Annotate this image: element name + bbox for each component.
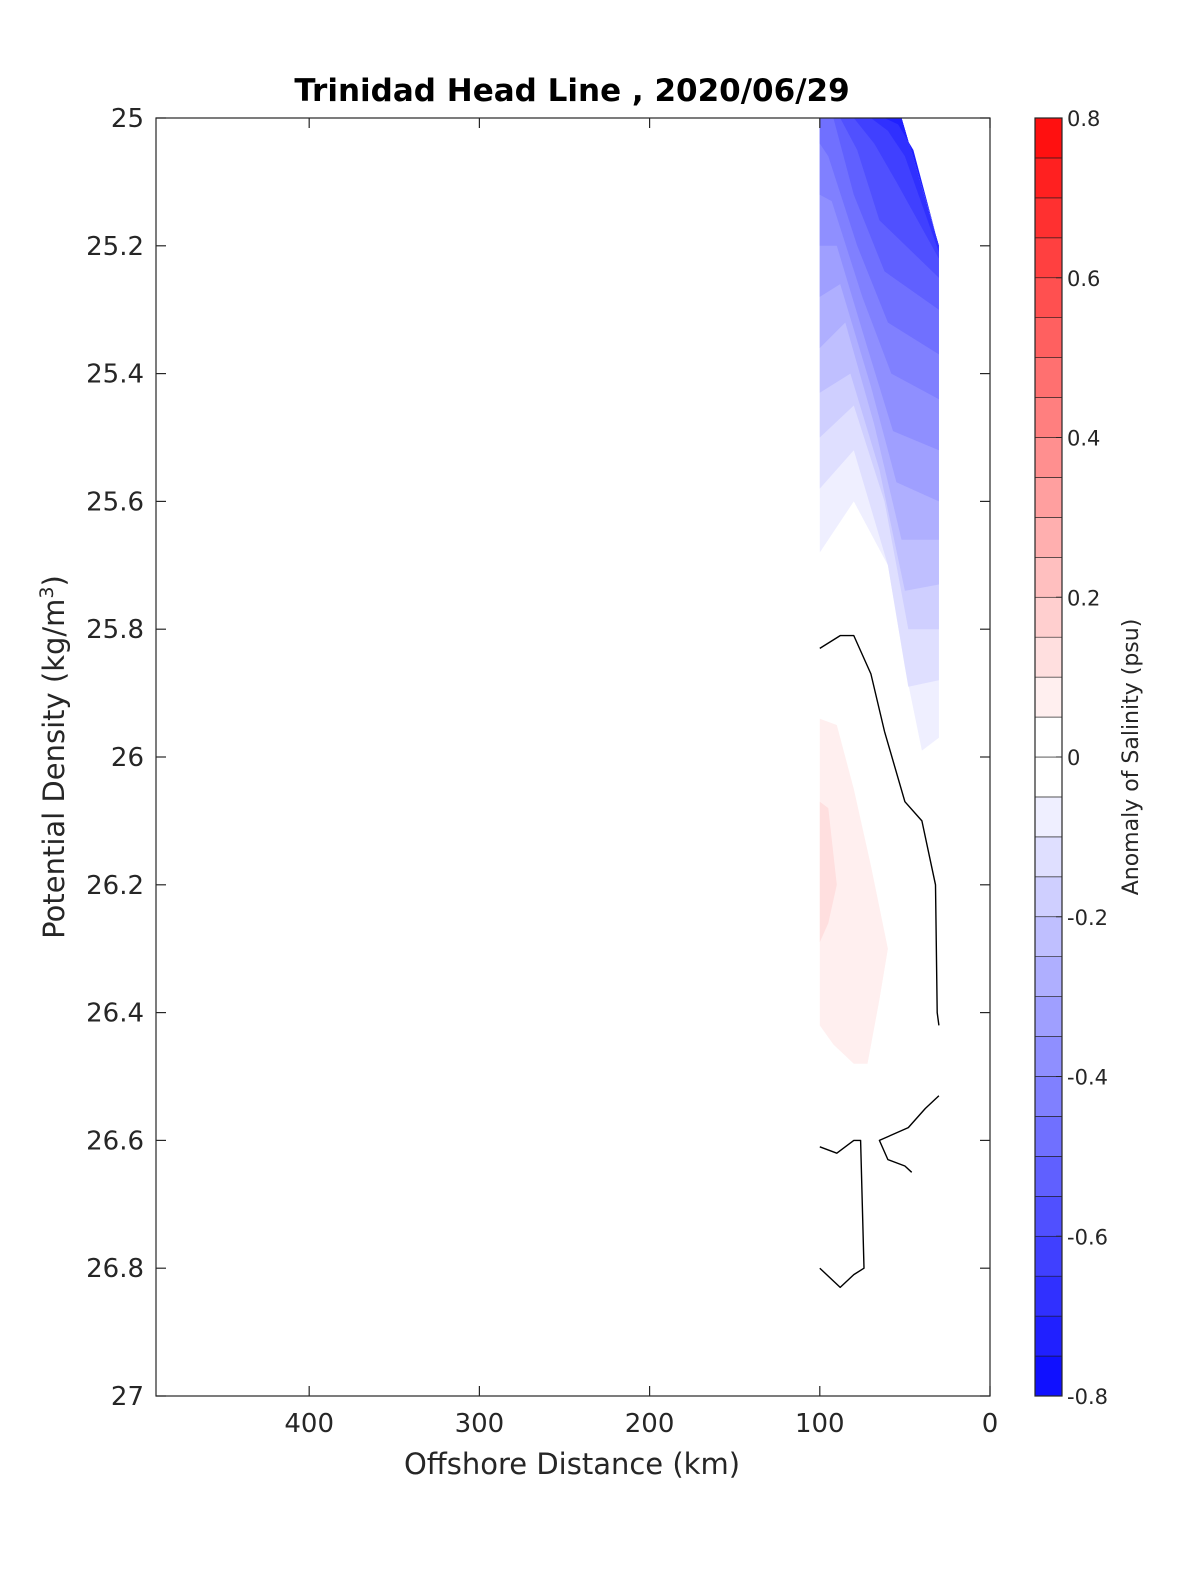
x-tick-label: 0 <box>982 1409 999 1439</box>
y-tick-label: 25 <box>111 104 144 134</box>
x-tick-label: 400 <box>284 1409 334 1439</box>
colorbar-segment <box>1034 357 1063 398</box>
y-tick-label: 27 <box>111 1382 144 1412</box>
colorbar-segment <box>1034 596 1063 638</box>
contour-fill-region <box>819 718 888 1064</box>
y-axis-label-prefix: Potential Density (kg/m <box>37 599 71 939</box>
y-axis-label-superscript: 3 <box>36 586 58 598</box>
colorbar-segment <box>1034 1196 1063 1237</box>
colorbar-segment <box>1034 477 1063 518</box>
y-tick-label: 25.4 <box>86 360 144 390</box>
colorbar-segment <box>1034 636 1063 678</box>
y-axis: 25 25.2 25.4 25.6 25.8 26 26.2 26.4 26.6 26.8 27 <box>86 104 990 1412</box>
colorbar-segment <box>1034 1315 1063 1357</box>
colorbar-segment <box>1034 237 1063 279</box>
colorbar-frame <box>1034 117 1063 1397</box>
colorbar-label: Anomaly of Salinity (psu) <box>1119 619 1144 896</box>
colorbar-segment <box>1034 1275 1063 1317</box>
colorbar-tick-label: -0.2 <box>1067 906 1108 930</box>
x-axis-label: Offshore Distance (km) <box>404 1447 740 1481</box>
colorbar-axis: 0.8 0.6 0.4 0.2 0 -0.2 -0.4 -0.6 -0.8 <box>1056 107 1108 1409</box>
colorbar-segment <box>1034 317 1063 358</box>
y-tick-label: 26.2 <box>86 871 144 901</box>
y-tick-label: 26.4 <box>86 999 144 1029</box>
colorbar-segment <box>1034 117 1063 159</box>
zero-contour-line <box>819 634 940 1026</box>
zero-contour-layer <box>819 634 940 1289</box>
colorbar-segment <box>1034 557 1063 598</box>
x-tick-label: 100 <box>795 1409 845 1439</box>
colorbar-segment <box>1034 876 1063 918</box>
zero-contour-line <box>878 1095 940 1173</box>
colorbar-segment <box>1034 916 1063 957</box>
zero-contour-line <box>819 1139 865 1289</box>
colorbar-tick-label: 0.8 <box>1067 107 1100 131</box>
colorbar-segment <box>1034 676 1063 718</box>
y-tick-label: 25.6 <box>86 487 144 517</box>
colorbar-segment <box>1034 716 1063 758</box>
colorbar-tick-label: 0 <box>1067 746 1080 770</box>
colorbar-segment <box>1034 756 1063 798</box>
colorbar-segment <box>1034 437 1063 478</box>
colorbar-segment <box>1034 1076 1063 1117</box>
colorbar-tick-label: 0.4 <box>1067 427 1100 451</box>
contour-fill-layer <box>819 118 939 1064</box>
colorbar-segment <box>1034 1235 1063 1277</box>
chart-title: Trinidad Head Line , 2020/06/29 <box>294 73 849 109</box>
colorbar-tick-label: 0.6 <box>1067 267 1100 291</box>
colorbar <box>1034 117 1063 1397</box>
colorbar-segment <box>1034 277 1063 318</box>
y-tick-label: 26 <box>111 743 144 773</box>
contour-fill-region <box>870 118 939 253</box>
colorbar-segment <box>1034 197 1063 239</box>
colorbar-segment <box>1034 1116 1063 1157</box>
colorbar-segment <box>1034 996 1063 1037</box>
y-tick-label: 25.2 <box>86 232 144 262</box>
colorbar-segment <box>1034 1156 1063 1197</box>
x-tick-label: 200 <box>625 1409 675 1439</box>
y-tick-label: 26.6 <box>86 1126 144 1156</box>
colorbar-segment <box>1034 517 1063 558</box>
contour-fill-region <box>819 801 837 943</box>
y-tick-label: 26.8 <box>86 1254 144 1284</box>
contour-fill-region <box>840 118 939 278</box>
colorbar-tick-label: -0.4 <box>1067 1066 1108 1090</box>
colorbar-segment <box>1034 397 1063 438</box>
colorbar-segment <box>1034 836 1063 878</box>
y-axis-label: Potential Density (kg/m3) <box>36 575 71 939</box>
colorbar-segment <box>1034 956 1063 997</box>
colorbar-segment <box>1034 1036 1063 1077</box>
colorbar-segment <box>1034 157 1063 199</box>
x-tick-label: 300 <box>455 1409 505 1439</box>
colorbar-tick-label: 0.2 <box>1067 586 1100 610</box>
colorbar-segment <box>1034 796 1063 838</box>
colorbar-tick-label: -0.6 <box>1067 1225 1108 1249</box>
y-axis-label-suffix: ) <box>37 575 71 586</box>
colorbar-tick-label: -0.8 <box>1067 1385 1108 1409</box>
x-axis: 400 300 200 100 0 <box>284 118 998 1439</box>
colorbar-segment <box>1034 1355 1063 1397</box>
y-tick-label: 25.8 <box>86 615 144 645</box>
